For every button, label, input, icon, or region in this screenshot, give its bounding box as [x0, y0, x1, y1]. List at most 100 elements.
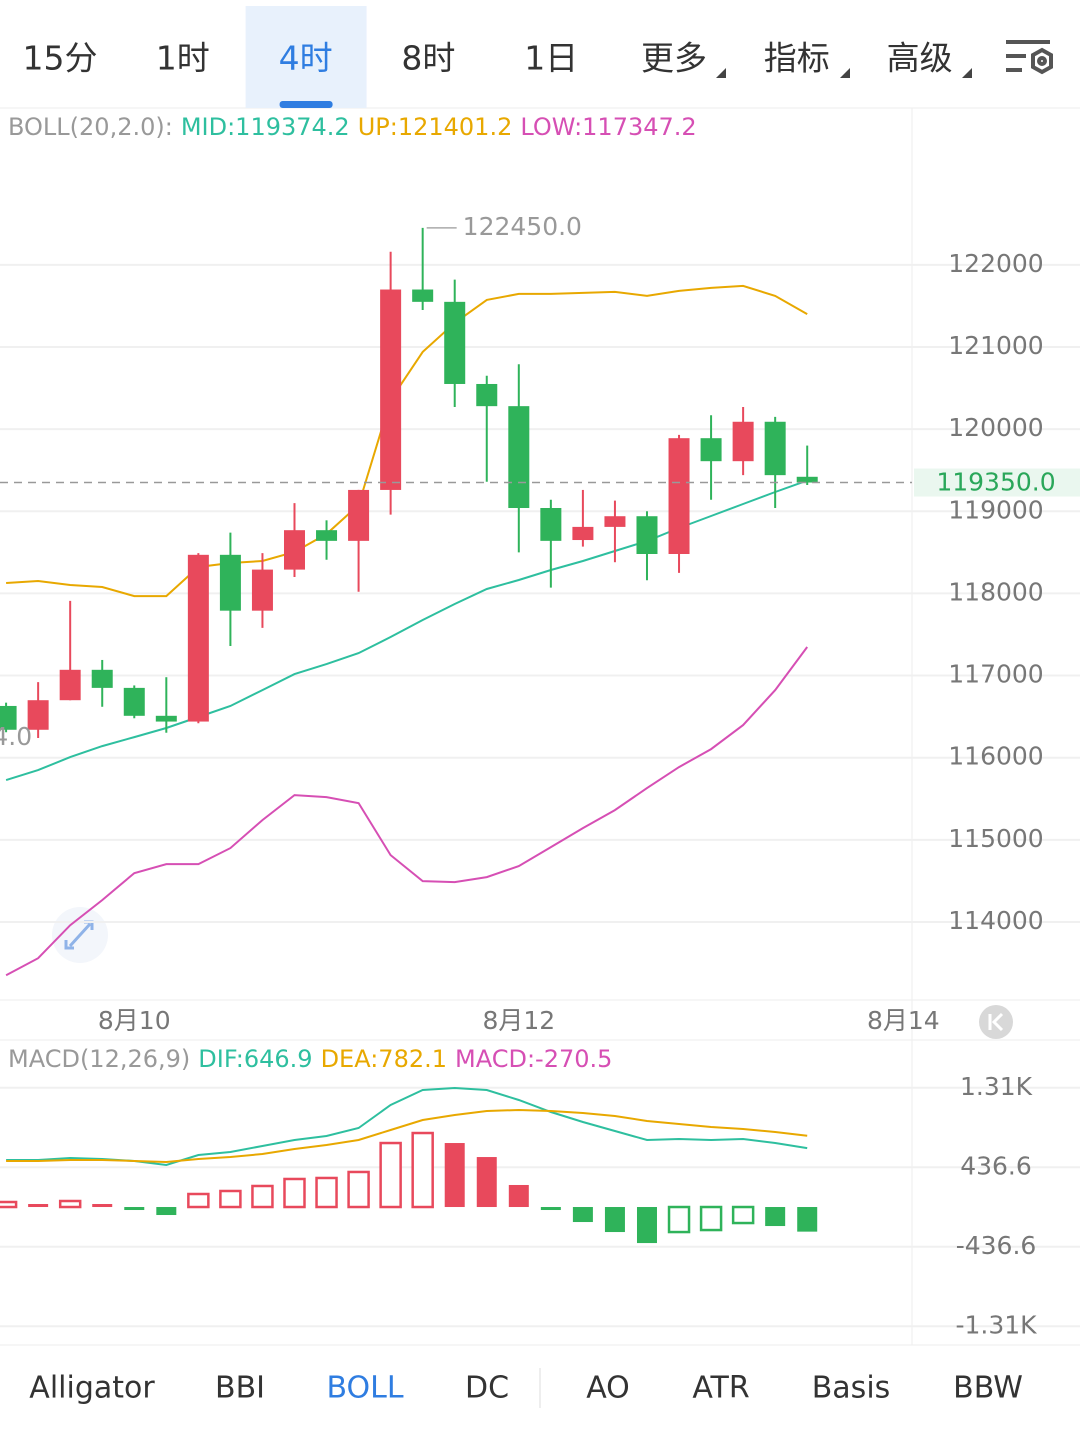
- candle-body: [187, 554, 209, 722]
- macd-bar: [124, 1207, 145, 1211]
- macd-bar: [315, 1176, 338, 1209]
- indicator-tab[interactable]: ATR: [692, 1371, 749, 1406]
- timeframe-tab[interactable]: 1日: [524, 39, 578, 78]
- macd-bar: [0, 1200, 18, 1209]
- y-tick-label: 116000: [948, 742, 1043, 771]
- candle-body: [0, 705, 17, 730]
- candle-body: [123, 687, 145, 716]
- dropdown-arrow: [840, 68, 850, 78]
- macd-line: [6, 1108, 808, 1164]
- icon-dot: [1037, 56, 1047, 66]
- candle-body: [444, 301, 466, 384]
- y-tick-label: 121000: [948, 331, 1043, 360]
- y-tick-label: 118000: [948, 577, 1043, 606]
- scroll-end-icon[interactable]: [979, 1005, 1013, 1039]
- indicator-tab[interactable]: AO: [586, 1371, 630, 1406]
- x-tick-label: 8月14: [867, 1006, 940, 1035]
- y-tick-label: -436.6: [956, 1231, 1037, 1260]
- macd-bar: [379, 1141, 402, 1209]
- candle-body: [155, 715, 177, 722]
- macd-bar: [604, 1207, 625, 1233]
- timeframe-tab[interactable]: 4时: [279, 39, 333, 78]
- macd-bar: [187, 1192, 210, 1209]
- last-price-bg: [914, 468, 1080, 497]
- timeframe-tab[interactable]: 指标: [764, 39, 830, 78]
- y-tick-label: 117000: [948, 660, 1043, 689]
- y-tick-label: 122000: [948, 249, 1043, 278]
- candle-body: [348, 489, 370, 541]
- candle-body: [59, 669, 81, 701]
- y-tick-label: 1.31K: [960, 1072, 1033, 1101]
- indicator-tab[interactable]: Basis: [812, 1371, 891, 1406]
- y-tick-label: 114000: [948, 906, 1043, 935]
- macd-bar: [699, 1205, 723, 1232]
- legend-item: UP:121401.2: [358, 113, 513, 141]
- y-tick-label: 436.6: [960, 1151, 1032, 1180]
- macd-bar: [476, 1157, 497, 1208]
- macd-bar: [283, 1177, 306, 1209]
- legend-item: DIF:646.9: [198, 1045, 312, 1073]
- macd-bar: [92, 1204, 113, 1208]
- dropdown-arrow: [962, 68, 972, 78]
- boll-line: [5, 646, 809, 977]
- active-tab-bg: [245, 6, 367, 108]
- timeframe-tab[interactable]: 高级: [887, 39, 953, 78]
- candle-body: [476, 383, 498, 407]
- max-price-label: 122450.0: [463, 212, 582, 241]
- indicator-tab[interactable]: DC: [465, 1371, 509, 1406]
- macd-bar: [28, 1204, 49, 1208]
- candle-body: [636, 516, 658, 554]
- macd-bar: [251, 1184, 274, 1209]
- indicator-tab[interactable]: BBW: [953, 1371, 1023, 1406]
- x-tick-label: 8月10: [98, 1006, 171, 1035]
- macd-bar: [444, 1143, 465, 1208]
- candle-body: [508, 406, 530, 509]
- timeframe-tab[interactable]: 1时: [156, 39, 210, 78]
- y-tick-label: 119000: [948, 495, 1043, 524]
- settings-icon[interactable]: [1006, 40, 1053, 75]
- dropdown-arrows: [716, 68, 972, 78]
- macd-bar: [58, 1199, 82, 1209]
- boll-line: [6, 284, 808, 598]
- macd-bar: [797, 1207, 818, 1232]
- candle-body: [668, 438, 690, 554]
- candle-body: [604, 516, 626, 527]
- dropdown-arrow: [716, 68, 726, 78]
- min-price-label: 116304.0: [0, 722, 32, 751]
- timeframe-tab[interactable]: 8时: [401, 39, 455, 78]
- active-tab-indicator: [279, 101, 333, 108]
- y-tick-label: 115000: [948, 824, 1043, 853]
- macd-bar: [219, 1189, 242, 1209]
- candle-body: [540, 508, 562, 541]
- macd-bar: [667, 1205, 691, 1234]
- candle-body: [219, 554, 241, 611]
- timeframe-tab[interactable]: 更多: [641, 39, 707, 78]
- candle-body: [316, 530, 338, 541]
- candle-body: [796, 476, 818, 483]
- macd-bar: [156, 1207, 177, 1216]
- candle-body: [251, 569, 273, 611]
- candle-body: [700, 438, 722, 462]
- timeframe-tab[interactable]: 15分: [23, 39, 98, 78]
- indicator-title: BOLL(20,2.0):: [8, 113, 173, 141]
- macd-bar: [508, 1184, 529, 1208]
- candle-body: [572, 526, 594, 541]
- indicator-title: MACD(12,26,9): [8, 1045, 190, 1073]
- macd-bar: [636, 1207, 657, 1244]
- macd-bar: [411, 1131, 434, 1209]
- indicator-tab[interactable]: BOLL: [326, 1371, 403, 1406]
- indicator-tab[interactable]: BBI: [215, 1371, 265, 1406]
- legend-item: MACD:-270.5: [455, 1045, 612, 1073]
- icon-hexagon: [1031, 47, 1053, 75]
- x-tick-label: 8月12: [482, 1006, 555, 1035]
- legend-item: MID:119374.2: [181, 113, 350, 141]
- macd-bar: [731, 1205, 755, 1225]
- macd-bar: [540, 1207, 561, 1211]
- candle-body: [91, 669, 113, 688]
- legend-item: DEA:782.1: [321, 1045, 447, 1073]
- icon-glyph: [988, 1012, 1004, 1032]
- candle-body: [764, 421, 786, 476]
- candle-body: [380, 289, 402, 490]
- indicator-tab[interactable]: Alligator: [29, 1371, 155, 1406]
